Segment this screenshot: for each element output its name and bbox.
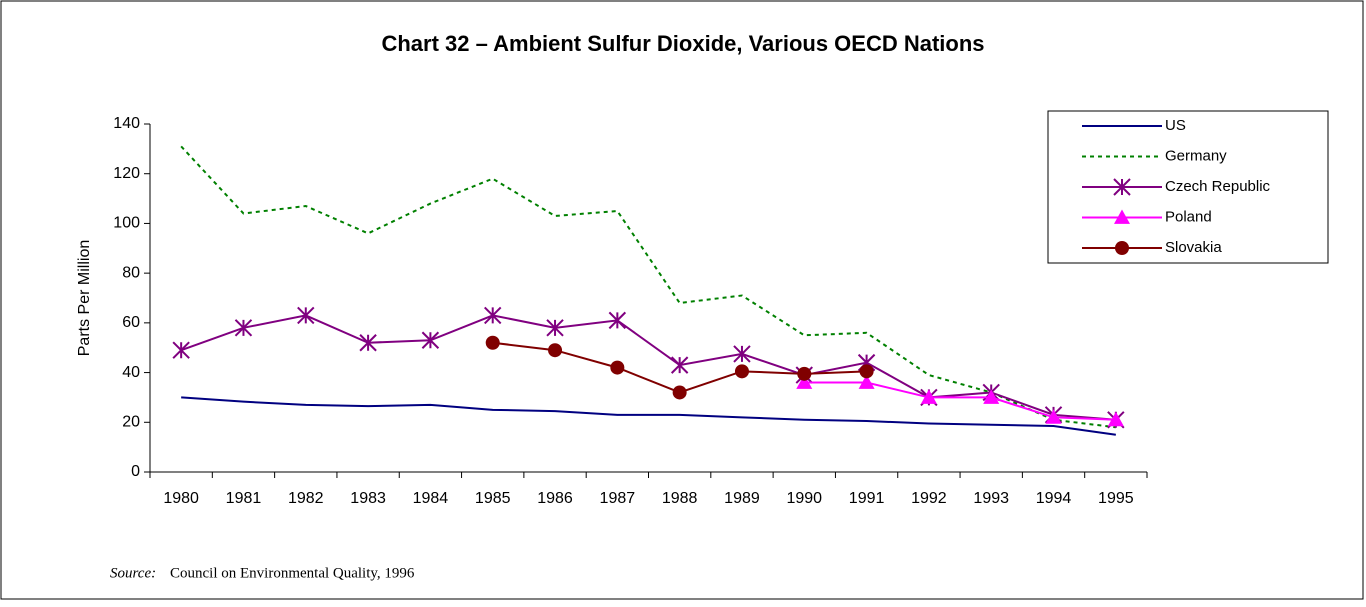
data-point [859,364,874,379]
data-point [797,366,812,381]
y-axis-label: Parts Per Million [76,240,93,356]
legend-marker [1114,209,1130,224]
legend-label: Czech Republic [1165,178,1271,195]
data-point [796,374,813,389]
legend-marker [1113,178,1131,196]
data-point [421,331,440,349]
x-tick-label: 1984 [413,490,449,507]
legend-marker [1115,241,1129,255]
source-label: Source: [110,565,156,581]
data-point [546,319,564,337]
legend-label: Slovakia [1165,239,1222,256]
data-point [670,356,689,374]
series-line [180,314,1116,421]
x-tick-label: 1993 [973,490,1009,507]
x-tick-label: 1991 [849,490,885,507]
x-tick-label: 1980 [163,490,199,507]
x-tick-label: 1994 [1036,490,1072,507]
y-tick-label: 120 [113,165,140,182]
source-text: Council on Environmental Quality, 1996 [170,565,415,581]
y-tick-label: 100 [113,215,140,232]
data-point [359,334,377,352]
x-tick-label: 1983 [350,490,386,507]
y-tick-label: 0 [131,463,140,480]
data-point [920,389,937,404]
y-tick-label: 80 [122,264,140,281]
data-point [672,385,687,400]
x-tick-label: 1992 [911,490,947,507]
data-point [1107,411,1124,427]
data-point [485,335,500,350]
data-point [172,341,190,359]
x-tick-label: 1982 [288,490,324,507]
series-line [804,381,1116,421]
data-point [608,311,627,330]
data-point [610,360,625,375]
data-point [548,343,563,358]
x-tick-label: 1990 [786,490,822,507]
legend-label: Poland [1165,208,1212,225]
y-tick-label: 40 [122,364,140,381]
y-tick-label: 140 [113,115,140,132]
data-point [733,345,751,363]
x-tick-label: 1986 [537,490,573,507]
chart-title: Chart 32 – Ambient Sulfur Dioxide, Vario… [381,31,984,56]
data-point [983,389,1000,404]
data-point [1045,409,1062,424]
y-tick-label: 60 [122,314,140,331]
data-point [484,306,502,325]
series-line [181,396,1116,436]
data-point [734,364,749,379]
data-point [858,374,875,389]
data-point [297,306,315,325]
x-tick-label: 1989 [724,490,760,507]
x-tick-label: 1988 [662,490,698,507]
x-tick-label: 1981 [226,490,262,507]
x-tick-label: 1985 [475,490,511,507]
x-tick-label: 1987 [600,490,636,507]
x-tick-label: 1995 [1098,490,1134,507]
legend-label: Germany [1165,147,1227,164]
legend-label: US [1165,117,1186,134]
y-tick-label: 20 [122,414,140,431]
data-point [234,319,253,337]
